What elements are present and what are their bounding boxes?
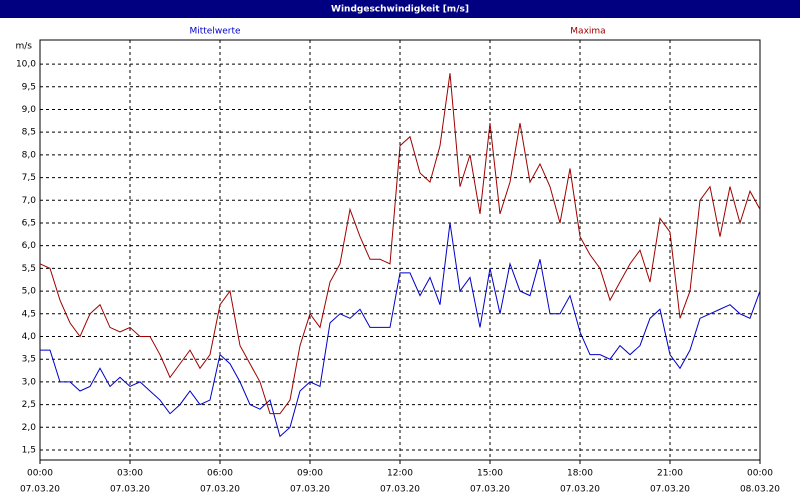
x-tick-label: 12:00 xyxy=(387,469,413,479)
y-tick-label: 3,5 xyxy=(22,355,36,365)
y-tick-label: 7,0 xyxy=(22,196,37,206)
x-tick-date: 07.03.20 xyxy=(20,485,60,495)
x-tick-date: 07.03.20 xyxy=(380,485,420,495)
y-tick-label: 2,5 xyxy=(22,400,36,410)
series-line xyxy=(39,73,761,415)
x-tick-date: 07.03.20 xyxy=(110,485,150,495)
y-tick-label: 8,5 xyxy=(22,128,36,138)
y-tick-label: 1,5 xyxy=(22,446,36,456)
x-tick-label: 09:00 xyxy=(297,469,323,479)
y-tick-label: 6,0 xyxy=(22,241,37,251)
x-tick-date: 07.03.20 xyxy=(560,485,600,495)
x-tick-label: 00:00 xyxy=(747,469,773,479)
chart-title: Windgeschwindigkeit [m/s] xyxy=(331,5,469,15)
y-tick-label: 4,0 xyxy=(22,332,37,342)
y-unit: m/s xyxy=(16,42,33,52)
x-tick-label: 21:00 xyxy=(657,469,683,479)
y-tick-label: 4,5 xyxy=(22,309,36,319)
x-tick-date: 07.03.20 xyxy=(650,485,690,495)
y-tick-label: 9,0 xyxy=(22,105,37,115)
y-tick-label: 5,5 xyxy=(22,264,36,274)
title-bar xyxy=(0,0,800,18)
legend-entry: Mittelwerte xyxy=(189,27,240,37)
x-tick-label: 18:00 xyxy=(567,469,593,479)
x-tick-date: 07.03.20 xyxy=(470,485,510,495)
x-tick-date: 07.03.20 xyxy=(290,485,330,495)
x-tick-label: 00:00 xyxy=(27,469,53,479)
y-tick-label: 7,5 xyxy=(22,173,36,183)
x-tick-date: 07.03.20 xyxy=(200,485,240,495)
legend-entry: Maxima xyxy=(570,27,605,37)
y-tick-label: 3,0 xyxy=(22,377,37,387)
x-tick-label: 15:00 xyxy=(477,469,503,479)
y-tick-label: 8,0 xyxy=(22,150,37,160)
y-tick-label: 2,0 xyxy=(22,423,37,433)
y-tick-label: 5,0 xyxy=(22,287,37,297)
y-tick-label: 10,0 xyxy=(16,60,36,70)
y-tick-label: 9,5 xyxy=(22,82,36,92)
x-tick-label: 03:00 xyxy=(117,469,143,479)
x-tick-label: 06:00 xyxy=(207,469,233,479)
x-tick-date: 08.03.20 xyxy=(740,485,780,495)
y-tick-label: 6,5 xyxy=(22,218,36,228)
series-line xyxy=(40,222,761,438)
